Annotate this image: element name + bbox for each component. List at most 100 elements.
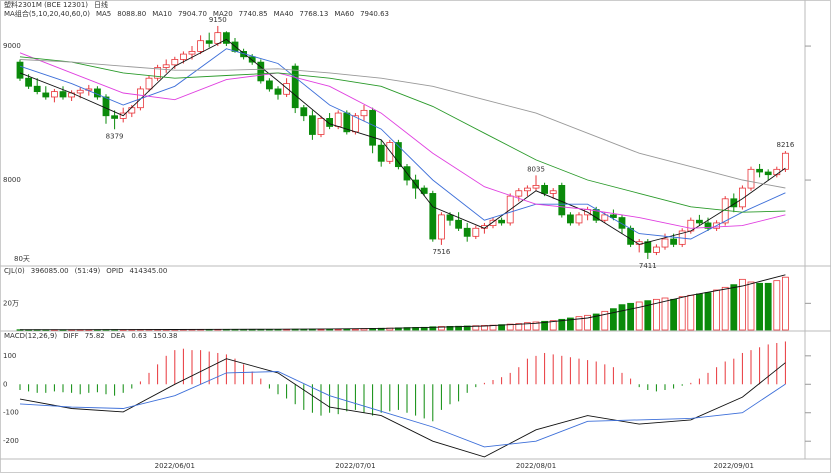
candle-body — [532, 185, 540, 189]
candle-body — [394, 142, 402, 168]
price-annotation: 8216 — [776, 141, 794, 149]
indicator: CJL(0) — [4, 267, 25, 275]
candle-body — [42, 92, 50, 98]
ma-line — [19, 48, 786, 240]
volume-bar — [343, 328, 351, 331]
volume-bar — [782, 276, 789, 331]
candle-body — [128, 107, 136, 114]
candle-body — [653, 246, 660, 253]
price-annotation: 9150 — [209, 16, 227, 24]
candle-body — [567, 214, 574, 224]
candle-body — [16, 61, 24, 79]
candle-body — [317, 118, 325, 135]
volume-bar — [334, 328, 342, 331]
volume-bar — [541, 320, 548, 331]
candle-body — [214, 32, 222, 44]
candle-body — [171, 59, 179, 66]
candle-body — [51, 91, 58, 98]
candle-body — [644, 241, 652, 253]
candle-body — [764, 171, 772, 176]
candle-body — [308, 115, 316, 135]
candle-body — [145, 77, 153, 90]
candle-body — [524, 187, 531, 192]
candle-body — [197, 40, 205, 52]
candle-body — [782, 152, 789, 170]
open-interest-line — [20, 274, 786, 331]
volume-bar — [610, 308, 617, 331]
candle-body — [222, 32, 230, 44]
candle-body — [429, 193, 437, 240]
y-tick-label: 20万 — [3, 299, 19, 307]
candle-body — [739, 187, 746, 208]
volume-bar — [653, 298, 660, 331]
ma-line — [19, 59, 786, 189]
legend-name: OPID — [106, 267, 123, 275]
legend-value: 0.63 — [131, 332, 147, 340]
legend-value: (51:49) — [75, 267, 101, 275]
volume-bar — [326, 328, 334, 331]
legend-value: 414345.00 — [129, 267, 167, 275]
candle-body — [59, 91, 67, 98]
volume-bar — [437, 326, 445, 331]
candle-body — [541, 185, 548, 194]
candle-body — [756, 168, 763, 173]
legend-value: 7768.13 — [299, 10, 328, 18]
candle-body — [463, 227, 471, 237]
candle-body — [472, 227, 480, 237]
volume-bar — [747, 281, 755, 331]
y-tick-label: 9000 — [3, 42, 21, 50]
volume-bar — [756, 282, 763, 331]
volume-bar — [644, 300, 652, 331]
legend-name: DIFF — [63, 332, 79, 340]
volume-bar — [696, 293, 703, 331]
footnote: 80天 — [14, 255, 30, 263]
legend-name: MA20 — [213, 10, 233, 18]
volume-bar — [713, 289, 720, 331]
volume-bar — [592, 313, 600, 331]
candle-body — [188, 51, 196, 55]
candle-body — [326, 118, 334, 127]
candle-body — [257, 61, 265, 82]
candle-body — [377, 144, 385, 162]
candle-body — [747, 168, 755, 189]
legend-value: 7904.70 — [178, 10, 207, 18]
volume-bar — [635, 301, 643, 331]
legend-value: 75.82 — [85, 332, 105, 340]
period: 日线 — [94, 0, 108, 9]
y-tick-label: 8000 — [3, 176, 21, 184]
macd-line — [19, 358, 786, 458]
legend-name: MA40 — [274, 10, 294, 18]
volume-bar — [687, 294, 695, 331]
volume-bar — [739, 278, 746, 331]
volume-bar — [480, 325, 488, 331]
legend-value: 396085.00 — [31, 267, 69, 275]
candle-body — [627, 227, 634, 245]
volume-bar — [627, 302, 634, 331]
candle-body — [369, 109, 377, 146]
legend-name: MA60 — [334, 10, 354, 18]
volume-bar — [532, 321, 540, 331]
volume-bar — [601, 310, 609, 331]
y-tick-label: 0 — [3, 380, 7, 388]
volume-bar — [558, 318, 566, 331]
indicator: MACD(12,26,9) — [4, 332, 57, 340]
volume-bar — [575, 316, 583, 331]
volume-bar — [704, 292, 712, 331]
y-tick-label: -200 — [3, 437, 19, 445]
candle-body — [154, 67, 162, 79]
volume-bar — [472, 325, 480, 331]
y-tick-label: -100 — [3, 409, 19, 417]
candle-body — [498, 219, 506, 224]
candle-body — [437, 214, 445, 240]
candle-body — [102, 96, 110, 117]
legend-value: 7740.85 — [239, 10, 268, 18]
legend-name: DEA — [111, 332, 126, 340]
candle-body — [360, 109, 368, 117]
candle-body — [25, 77, 33, 87]
candle-body — [455, 219, 463, 229]
candle-body — [334, 112, 342, 127]
volume-bar — [567, 317, 574, 331]
x-tick-label: 2022/09/01 — [714, 462, 754, 470]
